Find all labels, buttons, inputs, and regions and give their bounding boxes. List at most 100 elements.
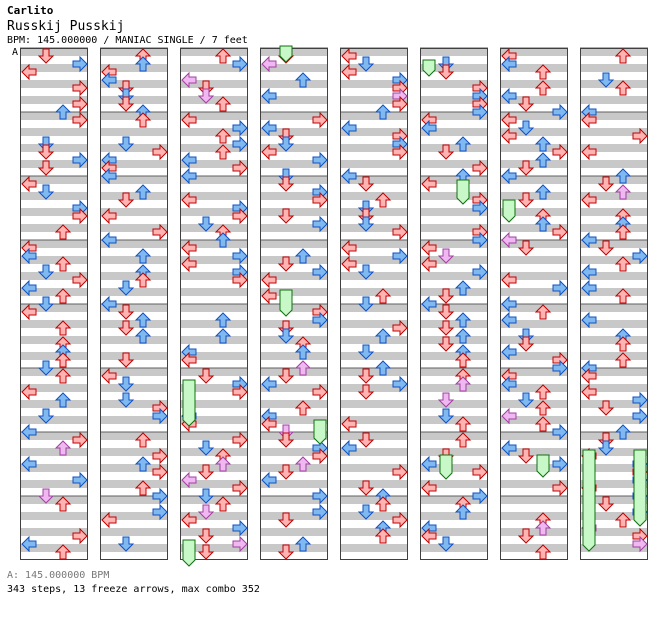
step-arrow-left — [501, 271, 517, 289]
step-arrow-down — [197, 544, 215, 560]
step-arrow-down — [277, 256, 295, 272]
step-arrow-down — [277, 176, 295, 192]
step-arrow-up — [614, 224, 632, 240]
step-arrow-up — [134, 56, 152, 72]
step-arrow-right — [632, 535, 648, 553]
step-arrow-down — [357, 432, 375, 448]
step-arrow-up — [214, 328, 232, 344]
step-arrow-down — [597, 496, 615, 512]
step-arrow-up — [534, 400, 552, 416]
chart-info: BPM: 145.000000 / MANIAC SINGLE / 7 feet — [7, 35, 248, 46]
step-arrow-up — [534, 152, 552, 168]
step-arrow-left — [21, 423, 37, 441]
step-arrow-down — [197, 488, 215, 504]
step-arrow-down — [437, 408, 455, 424]
step-arrow-up — [454, 504, 472, 520]
step-arrow-down — [37, 160, 55, 176]
step-arrow-down — [117, 392, 135, 408]
step-arrow-down — [517, 120, 535, 136]
step-arrow-up — [534, 184, 552, 200]
freeze-arrow — [182, 539, 196, 567]
step-arrow-down — [437, 536, 455, 552]
step-arrow-left — [261, 471, 277, 489]
step-arrow-up — [454, 280, 472, 296]
step-arrow-right — [392, 511, 408, 529]
step-arrow-down — [117, 96, 135, 112]
step-arrow-up — [614, 168, 632, 184]
step-arrow-down — [117, 320, 135, 336]
step-arrow-right — [152, 407, 168, 425]
step-arrow-left — [501, 167, 517, 185]
step-arrow-right — [72, 527, 88, 545]
step-arrow-down — [357, 384, 375, 400]
step-arrow-right — [232, 535, 248, 553]
step-arrow-right — [152, 143, 168, 161]
step-arrow-left — [581, 231, 597, 249]
step-arrow-right — [312, 151, 328, 169]
step-arrow-up — [534, 416, 552, 432]
step-arrow-left — [581, 383, 597, 401]
step-arrow-left — [181, 511, 197, 529]
step-arrow-right — [232, 55, 248, 73]
step-arrow-up — [294, 536, 312, 552]
step-arrow-up — [294, 344, 312, 360]
step-arrow-up — [54, 224, 72, 240]
step-arrow-up — [614, 352, 632, 368]
step-arrow-up — [454, 376, 472, 392]
step-arrow-right — [152, 447, 168, 465]
step-arrow-down — [517, 392, 535, 408]
step-arrow-left — [581, 311, 597, 329]
step-arrow-up — [454, 416, 472, 432]
step-arrow-left — [101, 167, 117, 185]
step-arrow-right — [72, 111, 88, 129]
step-arrow-up — [454, 432, 472, 448]
step-arrow-up — [54, 496, 72, 512]
step-arrow-down — [517, 96, 535, 112]
step-arrow-down — [197, 216, 215, 232]
step-arrow-right — [72, 55, 88, 73]
step-arrow-up — [214, 144, 232, 160]
step-arrow-down — [117, 136, 135, 152]
step-arrow-down — [437, 64, 455, 80]
step-arrow-left — [421, 455, 437, 473]
step-arrow-left — [501, 343, 517, 361]
step-arrow-left — [421, 295, 437, 313]
step-arrow-up — [374, 328, 392, 344]
step-arrow-right — [392, 95, 408, 113]
step-arrow-down — [37, 144, 55, 160]
step-arrow-left — [581, 191, 597, 209]
step-arrow-up — [54, 544, 72, 560]
step-arrow-down — [197, 368, 215, 384]
step-arrow-down — [117, 280, 135, 296]
step-arrow-right — [472, 103, 488, 121]
step-arrow-left — [341, 415, 357, 433]
step-arrow-up — [614, 512, 632, 528]
step-arrow-down — [437, 288, 455, 304]
step-arrow-down — [277, 208, 295, 224]
step-arrow-left — [341, 439, 357, 457]
step-arrow-up — [134, 480, 152, 496]
step-arrow-up — [614, 424, 632, 440]
step-arrow-left — [21, 455, 37, 473]
step-arrow-down — [277, 512, 295, 528]
step-arrow-right — [312, 191, 328, 209]
step-arrow-up — [134, 328, 152, 344]
step-arrow-up — [214, 48, 232, 64]
step-arrow-up — [134, 248, 152, 264]
step-arrow-up — [294, 456, 312, 472]
step-arrow-down — [357, 344, 375, 360]
step-arrow-down — [517, 240, 535, 256]
step-arrow-up — [54, 320, 72, 336]
step-arrow-up — [374, 496, 392, 512]
step-arrow-up — [54, 368, 72, 384]
step-arrow-down — [357, 264, 375, 280]
step-arrow-up — [54, 352, 72, 368]
step-arrow-left — [21, 535, 37, 553]
step-arrow-down — [277, 368, 295, 384]
step-arrow-left — [261, 143, 277, 161]
step-arrow-up — [134, 184, 152, 200]
step-arrow-down — [117, 536, 135, 552]
freeze-arrow — [582, 449, 596, 552]
chart-column — [260, 47, 328, 560]
step-arrow-up — [614, 48, 632, 64]
